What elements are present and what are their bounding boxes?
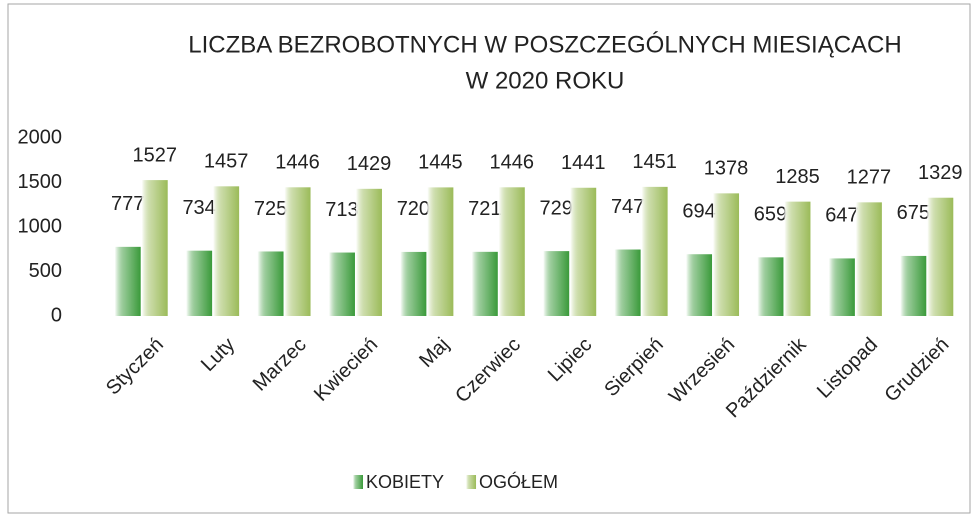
legend-label: OGÓŁEM	[479, 471, 558, 492]
bar	[686, 254, 713, 316]
bar	[828, 258, 855, 316]
data-label: 1527	[132, 144, 177, 166]
data-label: 675	[897, 202, 930, 224]
data-label: 734	[182, 197, 215, 219]
chart-title: W 2020 ROKU	[466, 67, 625, 94]
chart-title: LICZBA BEZROBOTNYCH W POSZCZEGÓLNYCH MIE…	[188, 31, 901, 58]
data-label: 694	[682, 201, 715, 223]
data-label: 721	[468, 198, 501, 220]
data-label: 1441	[561, 152, 606, 174]
data-label: 777	[111, 193, 144, 215]
data-label: 1445	[418, 152, 463, 174]
bar	[400, 251, 427, 316]
legend-label: KOBIETY	[366, 472, 444, 492]
data-label: 1446	[275, 152, 320, 174]
bar	[284, 187, 311, 316]
bar	[614, 249, 641, 316]
bar	[641, 186, 668, 316]
data-label: 1378	[704, 158, 749, 180]
bar	[427, 187, 454, 316]
bar	[855, 202, 882, 316]
data-label: 713	[325, 199, 358, 221]
bar	[570, 187, 597, 316]
data-label: 725	[254, 198, 287, 220]
bar	[186, 250, 213, 316]
y-tick-label: 1500	[18, 171, 63, 193]
bar	[927, 197, 954, 316]
y-tick-label: 0	[51, 304, 62, 326]
data-label: 1329	[918, 162, 963, 184]
bar	[713, 193, 740, 316]
data-label: 1429	[347, 153, 392, 175]
bar	[498, 187, 525, 316]
data-label: 1457	[204, 151, 249, 173]
bar	[141, 180, 168, 316]
data-label: 729	[540, 197, 573, 219]
data-label: 1446	[490, 152, 535, 174]
y-tick-label: 500	[29, 260, 62, 282]
bar	[471, 251, 498, 316]
bar	[543, 251, 570, 316]
bar	[757, 257, 784, 316]
bar	[328, 252, 355, 316]
bar	[900, 255, 927, 316]
legend-swatch	[466, 475, 477, 489]
data-label: 647	[825, 205, 858, 227]
data-label: 659	[754, 204, 787, 226]
y-tick-label: 2000	[18, 126, 63, 148]
bar	[784, 201, 811, 316]
bar	[114, 246, 141, 316]
data-label: 1451	[632, 151, 677, 173]
data-label: 1277	[847, 167, 892, 189]
bar	[213, 186, 240, 316]
data-label: 747	[611, 196, 644, 218]
y-tick-label: 1000	[18, 215, 63, 237]
data-label: 1285	[775, 166, 820, 188]
bar	[257, 251, 284, 316]
legend-swatch	[353, 475, 363, 489]
data-label: 720	[397, 198, 430, 220]
bar	[355, 188, 382, 316]
